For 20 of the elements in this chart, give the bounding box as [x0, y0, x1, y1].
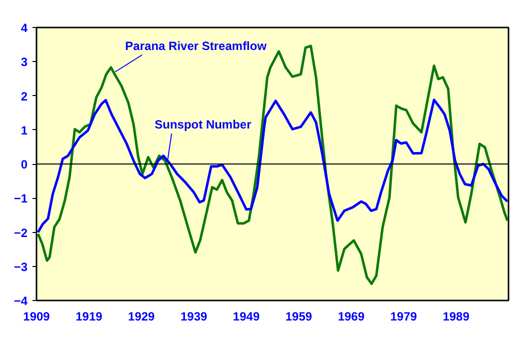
x-tick-label: 1939 [180, 310, 208, 324]
y-tick-label: −1 [14, 192, 28, 206]
y-tick-label: 2 [20, 89, 28, 104]
y-tick-label: −3 [14, 260, 28, 274]
annotation: Sunspot Number [154, 118, 252, 132]
x-tick-label: 1959 [285, 310, 312, 324]
x-tick-label: 1919 [76, 310, 103, 324]
y-tick-label: −2 [14, 226, 28, 240]
annotation: Parana River Streamflow [125, 38, 268, 53]
x-tick-label: 1969 [338, 310, 365, 324]
y-tick-label: −4 [14, 294, 28, 308]
x-tick-label: 1949 [232, 310, 260, 324]
y-tick-label: 0 [20, 158, 28, 172]
y-tick-label: 4 [20, 21, 28, 35]
x-tick-label: 1909 [23, 310, 50, 324]
y-tick-label: 3 [20, 55, 28, 70]
y-tick-label: 1 [20, 123, 28, 138]
x-tick-label: 1979 [390, 310, 418, 324]
x-tick-label: 1929 [128, 310, 156, 324]
x-tick-label: 1989 [442, 310, 470, 324]
